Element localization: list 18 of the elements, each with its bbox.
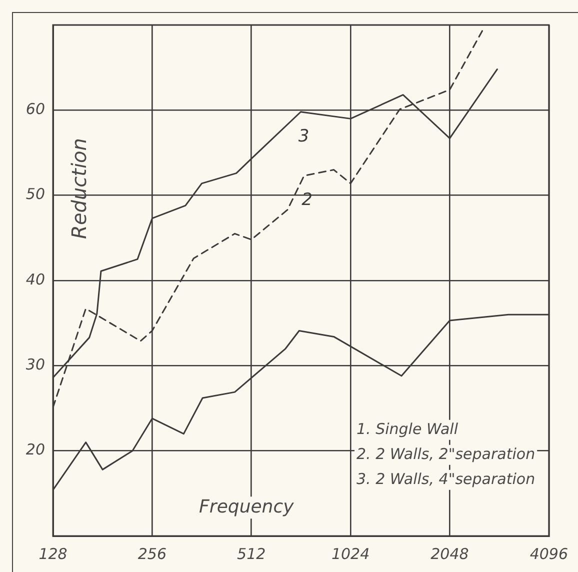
y-tick-label: 50 [26,185,45,204]
series-label: 3 [298,126,310,146]
x-tick-label: 256 [138,544,167,563]
annotation: 1. Single Wall [356,420,459,438]
y-tick-label: 30 [26,356,45,374]
x-tick-label: 128 [38,544,68,563]
y-tick-label: 40 [26,270,45,288]
annotation: 2. 2 Walls, 2"separation [356,444,536,463]
x-tick-label: 2048 [430,544,469,563]
annotation: 3. 2 Walls, 4"separation [356,470,536,488]
y-axis-title: Reduction [67,138,92,239]
y-tick-label: 20 [26,440,45,459]
y-tick-label: 60 [26,100,45,118]
series-label: 2 [302,190,312,210]
x-axis-title: Frequency [199,496,294,518]
x-tick-label: 1024 [331,544,370,563]
x-tick-label: 512 [237,544,266,563]
x-tick-label: 4096 [530,544,568,563]
